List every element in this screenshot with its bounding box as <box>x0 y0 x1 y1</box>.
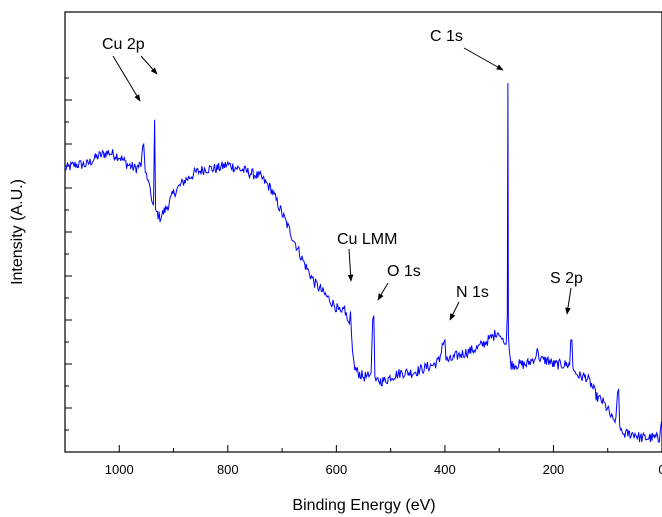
annotation-arrow-cu-lmm <box>347 248 354 282</box>
x-axis-title: Binding Energy (eV) <box>292 497 435 514</box>
annotation-arrow-s-2p <box>565 287 572 315</box>
x-tick-label: 800 <box>217 462 239 477</box>
plot-area <box>64 82 662 443</box>
x-tick-label: 200 <box>543 462 565 477</box>
x-tick-label: 600 <box>326 462 348 477</box>
annotation-arrow-cu-2p <box>112 55 141 102</box>
y-axis-ticks <box>65 77 72 453</box>
annotation-arrow-o-1s <box>377 282 389 301</box>
annotation-o-1s: O 1s <box>387 263 421 280</box>
annotation-arrow-cu-2p <box>140 55 158 75</box>
y-axis-title: Intensity (A.U.) <box>9 179 26 285</box>
annotation-cu-2p: Cu 2p <box>102 36 145 53</box>
annotation-n-1s: N 1s <box>456 284 489 301</box>
spectrum-series-line <box>64 82 662 443</box>
annotation-s-2p: S 2p <box>550 270 583 287</box>
x-tick-label: 400 <box>434 462 456 477</box>
peak-annotations: Cu 2p C 1s Cu LMM O 1s N 1s S 2p <box>102 28 583 321</box>
x-tick-label: 1000 <box>105 462 134 477</box>
x-axis-ticks: 1000 800 600 400 200 0 <box>64 445 662 477</box>
annotation-arrow-n-1s <box>449 301 460 321</box>
annotation-arrow-c-1s <box>463 47 504 71</box>
annotation-cu-lmm: Cu LMM <box>337 231 397 248</box>
annotation-c-1s: C 1s <box>430 28 463 45</box>
x-tick-label: 0 <box>658 462 662 477</box>
